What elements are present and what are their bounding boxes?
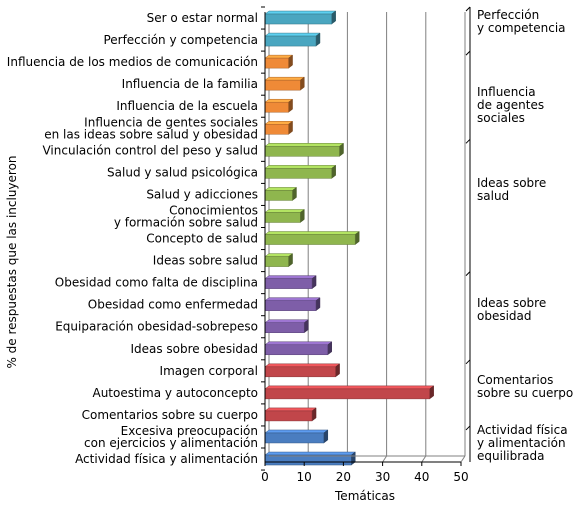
bar [264,98,294,113]
group-bracket-tick [465,138,471,144]
bar [264,76,306,91]
bar [264,231,360,246]
category-label: Ideas sobre obesidad [130,342,258,356]
category-label: Obesidad como falta de disciplina [55,276,258,290]
axes [261,6,465,471]
group-bracket-tick [465,425,471,431]
category-label: Vinculación control del peso y salud [42,143,258,157]
x-axis-label: Temáticas [334,489,395,503]
x-tick-labels: 0 10 20 30 40 50 [261,470,468,484]
category-label: Comentarios sobre su cuerpo [82,408,258,422]
group-bracket-tick [465,50,471,56]
group-label: Perfección y competencia [477,8,566,35]
bar [264,451,356,466]
floor-diagonal [460,455,466,463]
category-label: Concepto de salud [146,232,258,246]
category-labels: Ser o estar normal Perfección y competenc… [7,11,258,466]
x-tick-label: 40 [414,470,429,484]
group-label: Ideas sobre salud [477,176,546,203]
x-tick-label: 30 [375,470,390,484]
category-label: Conocimientos y formación sobre salud [114,203,258,229]
category-label: Influencia de gentes sociales en las idea… [44,115,258,141]
category-label: Ser o estar normal [147,11,258,25]
category-label: Autoestima y autoconcepto [92,386,258,400]
group-label: Influencia de agentes sociales [477,85,544,125]
category-label: Excesiva preocupación con ejercicios y al… [84,424,258,450]
category-label: Actividad física y alimentación [75,452,258,466]
category-label: Imagen corporal [160,364,258,378]
category-label: Obesidad como enfermedad [88,298,258,312]
group-labels: Perfección y competencia Influencia de agen… [465,6,573,463]
bar [264,142,345,157]
bar [264,208,306,223]
bar [264,54,294,69]
bar [264,10,337,25]
group-label: Actividad física y alimentación equilibrad… [477,423,568,463]
y-axis-label: % de respuestas que las incluyeron [5,155,19,368]
bar [264,297,321,312]
x-tick-label: 20 [336,470,351,484]
bar [264,429,329,444]
bar [264,319,309,334]
category-label: Salud y salud psicológica [107,165,258,179]
group-bracket-tick [465,6,471,12]
category-label: Equiparación obesidad-sobrepeso [55,320,258,334]
category-label: Salud y adicciones [146,187,258,201]
x-tick-label: 0 [261,470,269,484]
category-label: Influencia de los medios de comunicación [7,55,258,69]
category-label: Influencia de la familia [122,77,258,91]
bar [264,32,321,47]
floor-diagonal [382,455,388,463]
group-bracket-tick [465,271,471,276]
floor-diagonal [421,455,427,463]
bar [264,253,294,268]
category-label: Perfección y competencia [103,33,258,47]
group-bracket-tick [465,359,471,365]
bar [264,120,294,135]
bar [264,341,333,356]
bar [264,164,337,179]
bar [264,407,317,422]
group-label: Ideas sobre obesidad [477,296,546,323]
x-tick-label: 50 [453,470,468,484]
category-label: Influencia de la escuela [116,99,258,113]
bars [264,10,435,466]
bar [264,275,317,290]
bar [264,385,435,400]
x-tick-label: 10 [297,470,312,484]
group-label: Comentarios sobre su cuerpo [477,373,573,400]
bar [264,363,341,378]
bar [264,186,298,201]
category-label: Ideas sobre salud [153,254,258,268]
